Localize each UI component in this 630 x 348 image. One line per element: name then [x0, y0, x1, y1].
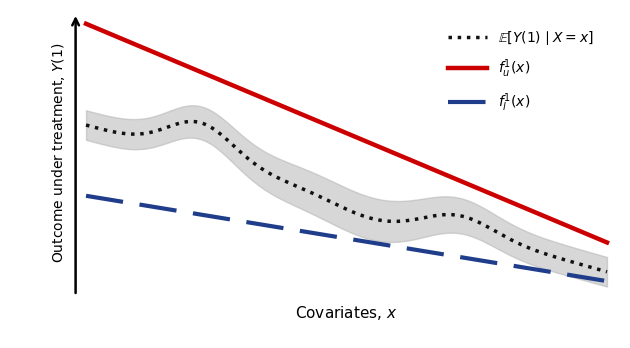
Y-axis label: Outcome under treatment, $Y(1)$: Outcome under treatment, $Y(1)$ [50, 43, 67, 263]
Legend: $\mathbb{E}[Y(1) \mid X = x]$, $f_u^1(x)$, $f_l^1(x)$: $\mathbb{E}[Y(1) \mid X = x]$, $f_u^1(x)… [443, 23, 600, 120]
X-axis label: Covariates, $x$: Covariates, $x$ [295, 304, 398, 322]
